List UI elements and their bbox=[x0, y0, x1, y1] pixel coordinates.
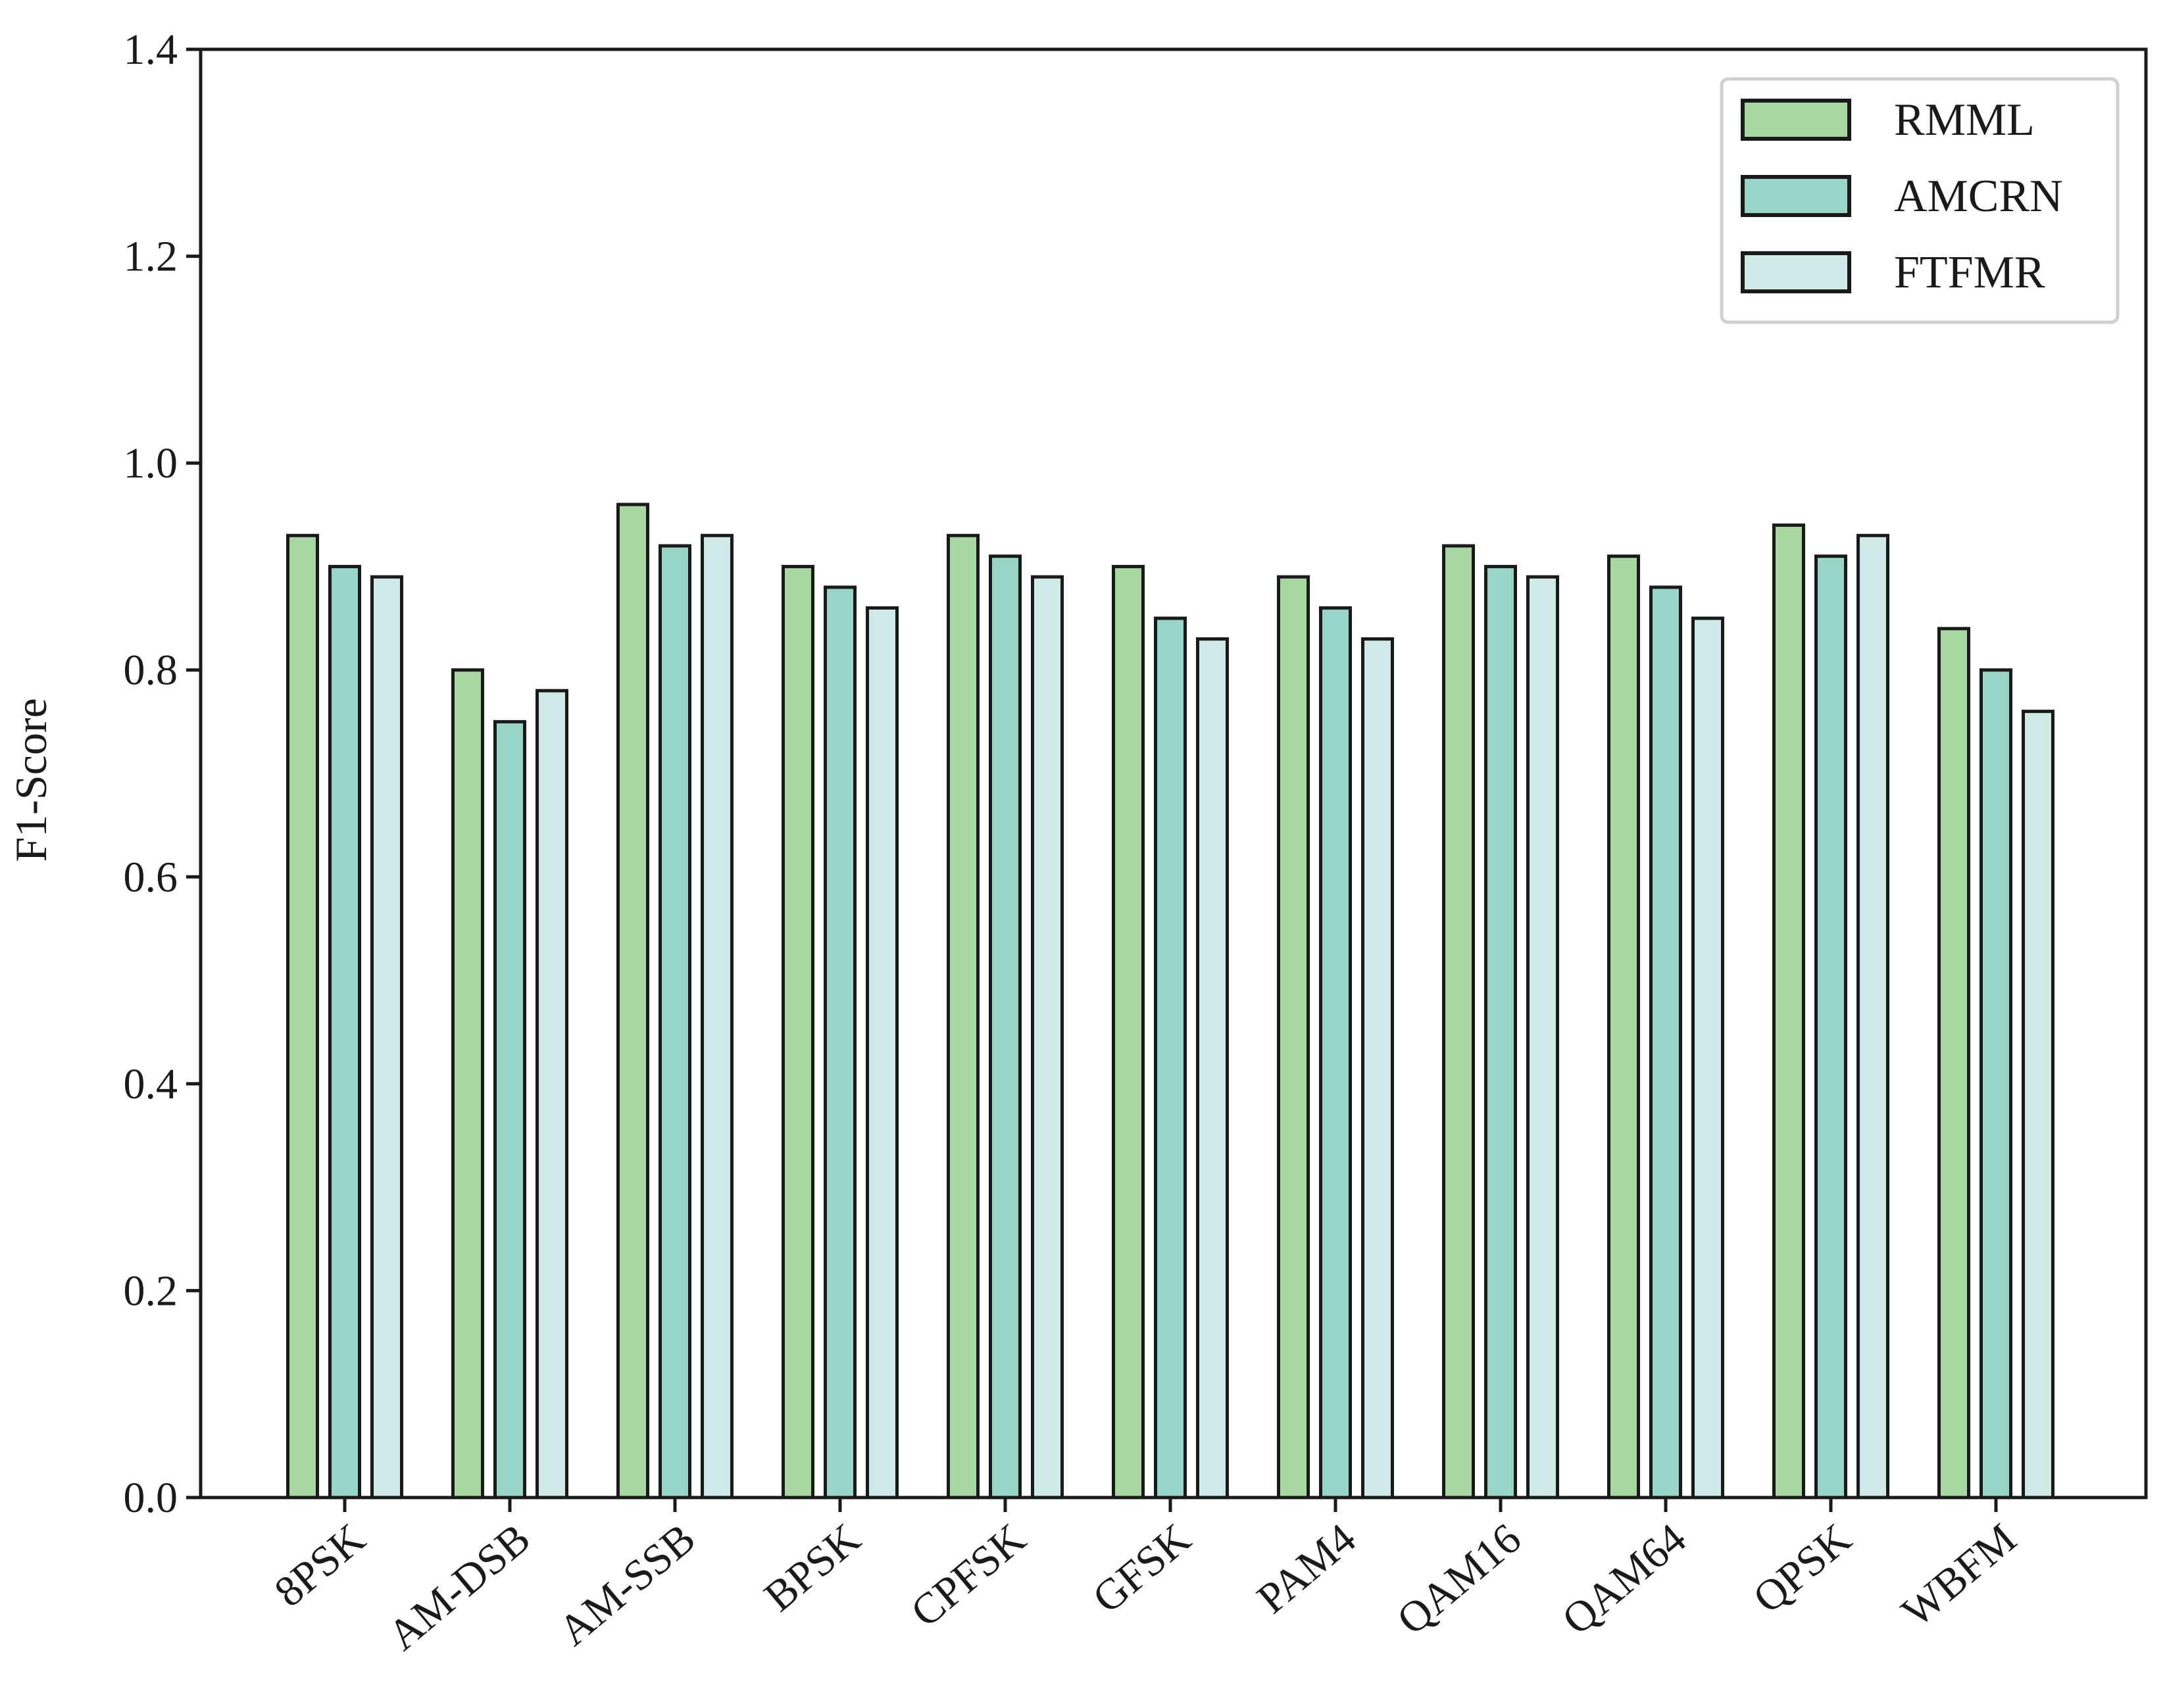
bar-amcrn-am-ssb bbox=[659, 544, 691, 1500]
legend-label-amcrn: AMCRN bbox=[1894, 171, 2063, 222]
bar-amcrn-qam16 bbox=[1484, 564, 1517, 1500]
x-tick-label: BPSK bbox=[755, 1515, 869, 1621]
bar-rmml-cpfsk bbox=[947, 533, 980, 1500]
bar-ftfmr-8psk bbox=[370, 575, 403, 1500]
x-tick-label: QPSK bbox=[1744, 1515, 1860, 1623]
bar-amcrn-qam64 bbox=[1649, 585, 1682, 1500]
bar-rmml-bpsk bbox=[782, 564, 814, 1500]
legend-swatch-amcrn bbox=[1741, 175, 1851, 217]
bar-rmml-qpsk bbox=[1772, 524, 1805, 1500]
bar-amcrn-am-dsb bbox=[493, 720, 526, 1500]
bar-ftfmr-pam4 bbox=[1361, 637, 1394, 1500]
bar-rmml-qam64 bbox=[1607, 554, 1640, 1500]
y-tick-label: 0.4 bbox=[124, 1060, 178, 1108]
bar-amcrn-bpsk bbox=[824, 585, 857, 1500]
plot-frame bbox=[199, 47, 2148, 1500]
bar-amcrn-qpsk bbox=[1814, 554, 1847, 1500]
legend-swatch-rmml bbox=[1741, 99, 1851, 141]
y-tick-label: 1.4 bbox=[124, 26, 178, 74]
y-tick-label: 0.8 bbox=[124, 647, 178, 695]
y-tick-label: 0.2 bbox=[124, 1267, 178, 1315]
x-tick-label: QAM16 bbox=[1388, 1515, 1530, 1644]
bar-ftfmr-cpfsk bbox=[1031, 575, 1064, 1500]
bars-group bbox=[286, 502, 2055, 1500]
bar-ftfmr-am-dsb bbox=[536, 689, 568, 1500]
y-axis-label: F1-Score bbox=[6, 698, 56, 862]
bar-amcrn-pam4 bbox=[1319, 606, 1352, 1500]
bar-amcrn-cpfsk bbox=[989, 554, 1022, 1500]
legend-label-rmml: RMML bbox=[1894, 95, 2035, 145]
bar-ftfmr-qam64 bbox=[1691, 616, 1724, 1500]
bar-rmml-am-ssb bbox=[616, 502, 649, 1500]
bar-rmml-qam16 bbox=[1442, 544, 1475, 1500]
x-tick-label: 8PSK bbox=[266, 1515, 374, 1617]
bar-rmml-wbfm bbox=[1937, 627, 1970, 1500]
x-tick-label: AM-DSB bbox=[379, 1515, 539, 1660]
legend-label-ftfmr: FTFMR bbox=[1894, 247, 2045, 298]
bar-ftfmr-am-ssb bbox=[701, 533, 734, 1500]
bar-rmml-8psk bbox=[286, 533, 319, 1500]
legend: RMML AMCRN FTFMR bbox=[1720, 77, 2120, 324]
legend-swatch-ftfmr bbox=[1741, 251, 1851, 293]
bar-ftfmr-gfsk bbox=[1196, 637, 1229, 1500]
x-axis: 8PSK AM-DSB AM-SSB BPSK CPFSK GFSK PAM4 QAM16 QA… bbox=[266, 1498, 2026, 1660]
x-tick-label: AM-SSB bbox=[549, 1515, 704, 1655]
bar-ftfmr-qam16 bbox=[1526, 575, 1559, 1500]
y-tick-label: 1.2 bbox=[124, 233, 178, 281]
y-tick-label: 0.0 bbox=[124, 1474, 178, 1522]
bar-rmml-am-dsb bbox=[451, 668, 484, 1500]
x-tick-label: GFSK bbox=[1084, 1515, 1199, 1623]
bar-rmml-gfsk bbox=[1112, 564, 1145, 1500]
bar-ftfmr-bpsk bbox=[866, 606, 899, 1500]
x-tick-label: CPFSK bbox=[902, 1515, 1035, 1637]
bar-ftfmr-wbfm bbox=[2022, 710, 2055, 1500]
bar-amcrn-8psk bbox=[328, 564, 361, 1500]
bar-amcrn-wbfm bbox=[1980, 668, 2012, 1500]
y-tick-label: 1.0 bbox=[124, 439, 178, 487]
bar-ftfmr-qpsk bbox=[1856, 533, 1889, 1500]
x-tick-label: QAM64 bbox=[1553, 1515, 1695, 1644]
x-tick-label: PAM4 bbox=[1248, 1515, 1364, 1623]
y-tick-label: 0.6 bbox=[124, 853, 178, 901]
x-tick-label: WBFM bbox=[1893, 1515, 2025, 1637]
bar-rmml-pam4 bbox=[1277, 575, 1310, 1500]
y-axis: 0.0 0.2 0.4 0.6 0.8 1.0 1.2 1.4 bbox=[124, 26, 201, 1522]
bar-amcrn-gfsk bbox=[1154, 616, 1187, 1500]
